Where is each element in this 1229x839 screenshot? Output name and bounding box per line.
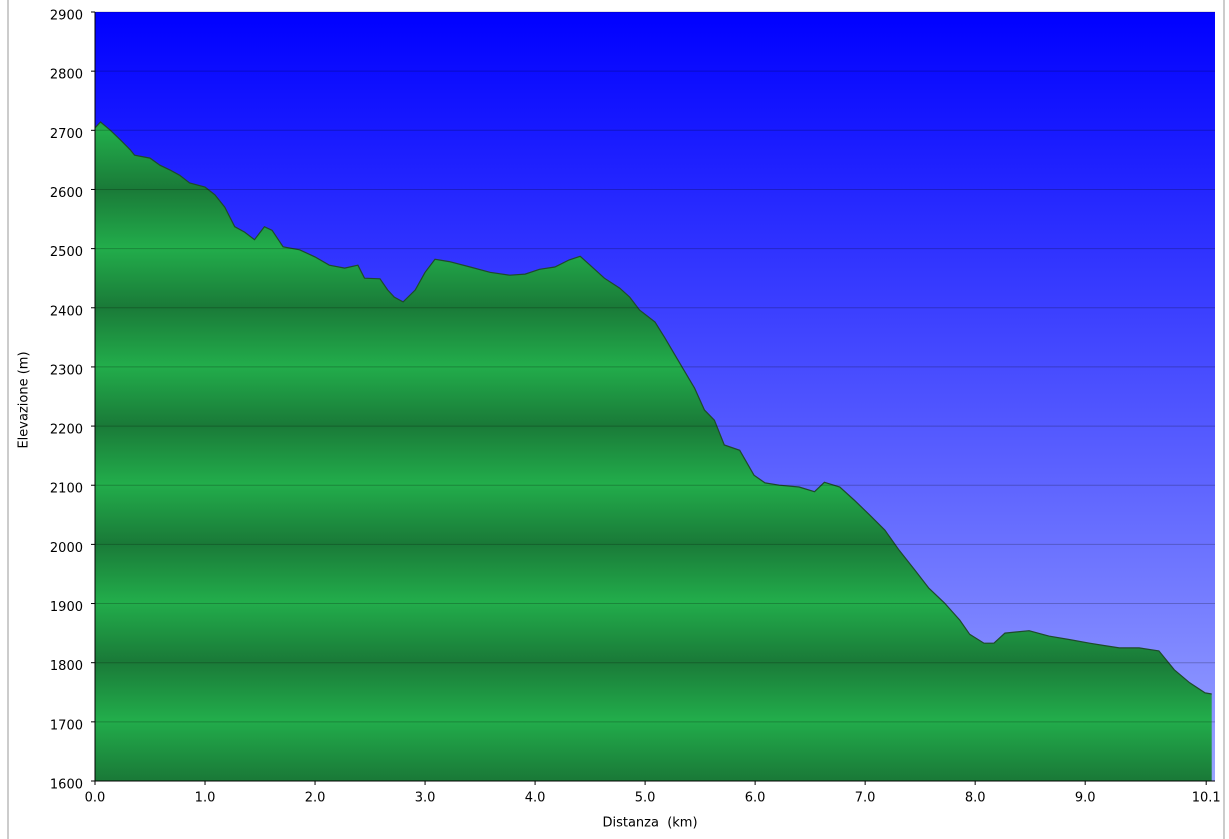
y-tick-label: 2300 [50, 363, 83, 378]
y-tick-label: 2000 [50, 541, 83, 556]
x-tick-label: 5.0 [635, 791, 656, 806]
y-tick-label: 1700 [50, 718, 83, 733]
y-tick-label: 2500 [50, 245, 83, 260]
x-tick-label: 0.0 [85, 791, 106, 806]
y-tick-label: 2700 [50, 127, 83, 142]
y-tick-label: 1600 [50, 778, 83, 793]
y-tick-label: 2600 [50, 186, 83, 201]
y-tick-label: 2200 [50, 423, 83, 438]
x-tick-label: 4.0 [525, 791, 546, 806]
x-tick-label: 9.0 [1075, 791, 1096, 806]
x-tick-label: 1.0 [195, 791, 216, 806]
y-tick-label: 2900 [50, 9, 83, 24]
x-tick-label: 10.1 [1192, 791, 1221, 806]
x-tick-label: 6.0 [745, 791, 766, 806]
y-tick-label: 1800 [50, 659, 83, 674]
y-tick-label: 1900 [50, 600, 83, 615]
y-tick-label: 2100 [50, 482, 83, 497]
y-tick-label: 2800 [50, 68, 83, 83]
y-axis-label: Elevazione (m) [17, 351, 32, 448]
x-tick-label: 8.0 [965, 791, 986, 806]
line [94, 121, 1212, 695]
y-tick-label: 2400 [50, 304, 83, 319]
x-tick-label: 2.0 [305, 791, 326, 806]
x-axis-label: Distanza (km) [602, 816, 697, 831]
x-tick-label: 7.0 [855, 791, 876, 806]
area [95, 122, 1212, 781]
x-tick-label: 3.0 [415, 791, 436, 806]
